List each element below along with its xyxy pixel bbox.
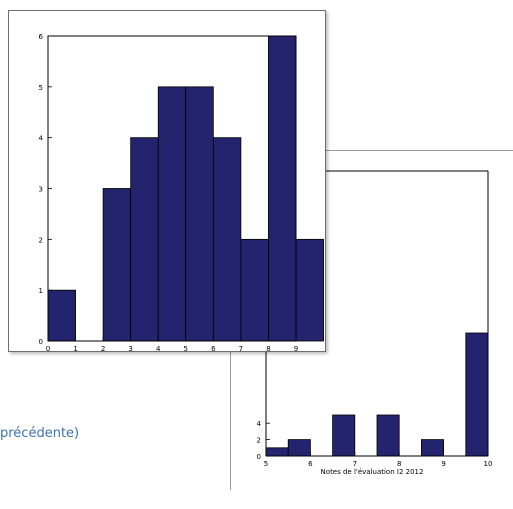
x-tick-label-4: 4: [156, 345, 161, 351]
y-tick-label-0: 0: [39, 338, 43, 346]
bar-8: [268, 35, 297, 342]
x-axis-label: Notes de l'évaluation I2 2012: [321, 468, 424, 476]
x-tick-label-8: 8: [266, 345, 270, 351]
y-tick-label-2: 4: [257, 420, 262, 428]
y-tick-label-1: 2: [257, 437, 261, 445]
x-tick-label-3: 3: [128, 345, 132, 351]
y-tick-label-6: 6: [39, 33, 44, 41]
bar-4: [157, 86, 187, 342]
x-tick-label-9: 9: [294, 345, 298, 351]
bar-7: [240, 238, 269, 342]
y-tick-label-2: 2: [39, 236, 43, 244]
y-tick-label-5: 5: [39, 84, 43, 92]
bar-5: [465, 332, 489, 457]
y-tick-label-4: 4: [39, 135, 44, 143]
bar-9: [295, 238, 324, 342]
bar-5: [185, 86, 214, 342]
bar-0: [47, 289, 76, 342]
x-tick-label-5: 10: [484, 460, 493, 468]
x-tick-label-0: 0: [46, 345, 50, 351]
y-tick-label-1: 1: [39, 287, 43, 295]
bar-0: [265, 447, 289, 457]
bar-6: [212, 137, 242, 342]
x-tick-label-0: 5: [264, 460, 268, 468]
y-tick-label-0: 0: [257, 453, 261, 461]
bar-2: [102, 188, 132, 342]
y-tick-label-3: 3: [39, 186, 43, 194]
x-tick-label-2: 7: [353, 460, 357, 468]
x-tick-label-1: 1: [73, 345, 77, 351]
bar-3: [376, 414, 400, 457]
bar-3: [130, 137, 159, 342]
bar-1: [287, 439, 311, 457]
x-tick-label-5: 5: [184, 345, 188, 351]
x-tick-label-1: 6: [308, 460, 313, 468]
x-tick-label-3: 8: [397, 460, 401, 468]
caption-text: précédente): [0, 426, 80, 441]
histogram-i2: 5 6 7 8 9 10 0 2 4 Notes de l'évaluation I2 2012: [257, 170, 493, 476]
x-tick-label-2: 2: [101, 345, 105, 351]
figure-i1: 01234567890123456Notes de l'évaluation I…: [8, 10, 326, 361]
x-tick-label-4: 9: [441, 460, 445, 468]
histogram-i1: 01234567890123456Notes de l'évaluation I…: [39, 33, 324, 361]
x-tick-label-6: 6: [211, 345, 216, 351]
bar-2: [332, 414, 356, 457]
x-tick-label-7: 7: [239, 345, 243, 351]
bar-4: [420, 439, 444, 457]
